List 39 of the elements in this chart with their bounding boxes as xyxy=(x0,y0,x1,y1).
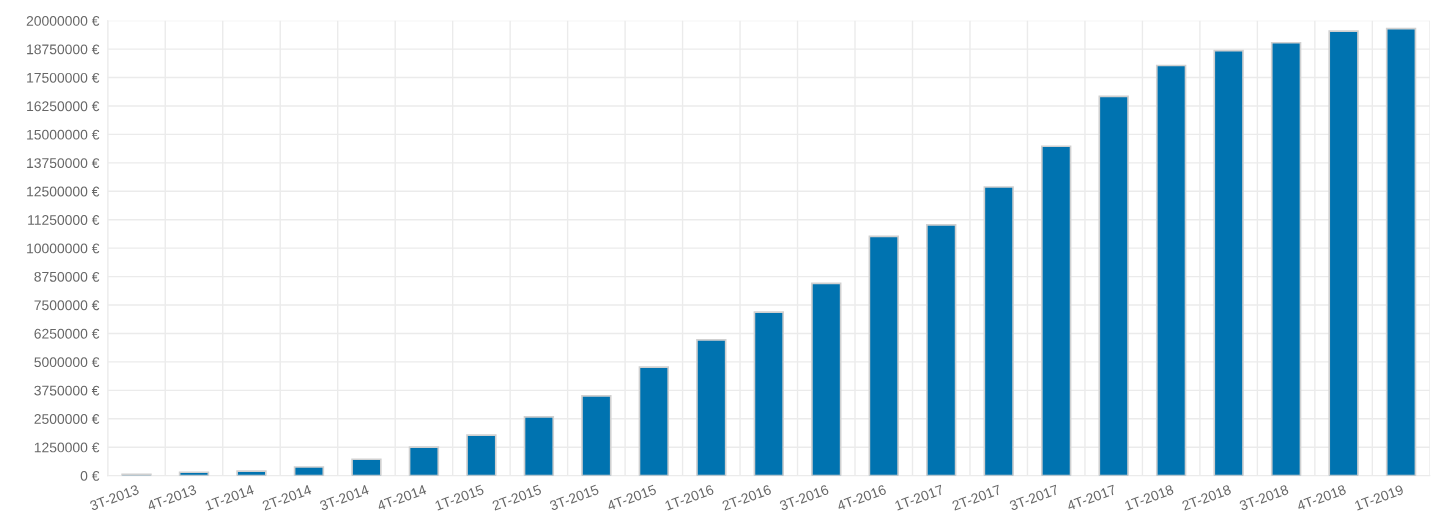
bar xyxy=(1270,41,1302,476)
bar xyxy=(178,471,210,476)
y-tick-label: 7500000 € xyxy=(34,300,100,311)
bar xyxy=(926,224,957,476)
y-tick-label: 10000000 € xyxy=(27,243,100,254)
y-tick-label: 17500000 € xyxy=(27,72,100,83)
bar xyxy=(1213,49,1244,476)
y-tick-label: 0 € xyxy=(80,470,100,481)
bar xyxy=(581,394,612,476)
bar xyxy=(1385,27,1417,476)
bar xyxy=(753,311,784,476)
y-tick-label: 11250000 € xyxy=(28,215,100,225)
bar xyxy=(983,186,1014,476)
bar xyxy=(1098,95,1129,476)
y-tick-label: 5000000 € xyxy=(34,357,100,368)
bar xyxy=(236,470,267,476)
y-tick-label: 3750000 € xyxy=(34,385,100,396)
y-tick-label: 12500000 € xyxy=(27,186,100,197)
y-tick-label: 13750000 € xyxy=(27,158,100,169)
bar xyxy=(293,466,325,476)
bar xyxy=(408,446,440,476)
y-tick-label: 2500000 € xyxy=(34,414,100,424)
bar xyxy=(1155,64,1187,476)
bar xyxy=(1040,145,1072,476)
y-tick-label: 16250000 € xyxy=(27,101,100,112)
bar xyxy=(466,434,497,476)
bar xyxy=(811,282,842,476)
bar xyxy=(868,235,899,476)
y-tick-label: 18750000 € xyxy=(27,44,100,55)
y-tick-label: 20000000 € xyxy=(26,16,100,26)
y-tick-label: 1250000 € xyxy=(34,442,100,453)
y-tick-label: 8750000 € xyxy=(34,271,100,282)
bar xyxy=(1328,30,1359,476)
bar xyxy=(351,458,382,476)
bar xyxy=(523,416,555,476)
y-tick-label: 6250000 € xyxy=(34,328,100,339)
bar xyxy=(638,366,670,476)
y-tick-label: 15000000 € xyxy=(27,129,100,140)
bar xyxy=(696,338,727,476)
